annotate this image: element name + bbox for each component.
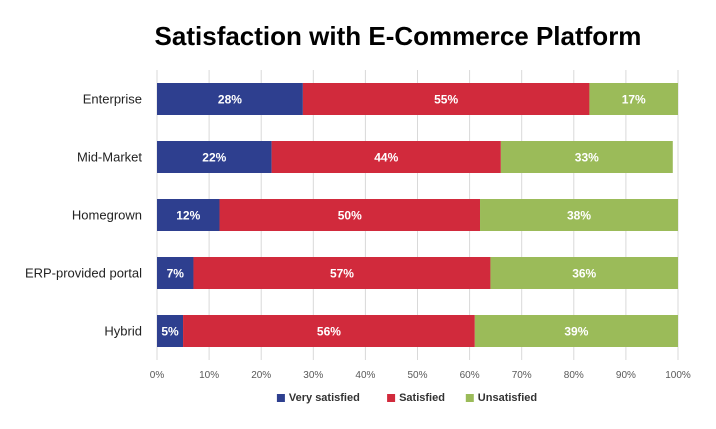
bar-segment — [302, 83, 590, 115]
bar-segment — [480, 199, 678, 231]
x-tick-label: 100% — [665, 370, 691, 381]
category-label: Enterprise — [83, 92, 142, 107]
legend-swatch — [276, 394, 285, 402]
legend-swatch — [465, 394, 474, 402]
bar-segment — [183, 315, 475, 347]
x-tick-label: 0% — [150, 370, 165, 381]
bars: 28% 55% 17% 22% 44% 33% 12% 50% 38% 7% 57% 36% 5% 56%… — [157, 83, 678, 347]
x-axis-ticks: 0% 10% 20% 30% 40% 50% 60% 70% 80% 90% 100% — [150, 370, 691, 381]
x-tick-label: 50% — [407, 370, 427, 381]
category-label: Homegrown — [72, 208, 142, 223]
bar-data-label: 33% — [575, 151, 599, 165]
x-tick-label: 70% — [512, 370, 532, 381]
bar-segment — [219, 199, 481, 231]
bar-segment — [157, 83, 303, 115]
bar-data-label: 56% — [317, 325, 341, 339]
category-label: Mid-Market — [77, 150, 142, 165]
bar-segment — [157, 315, 184, 347]
x-tick-label: 20% — [251, 370, 271, 381]
bar-data-label: 7% — [167, 267, 185, 281]
bar-data-label: 36% — [572, 267, 596, 281]
bar-segment — [193, 257, 491, 289]
legend: Very satisfied Satisfied Unsatisfied — [276, 392, 537, 404]
legend-label: Very satisfied — [289, 392, 360, 404]
x-tick-label: 30% — [303, 370, 323, 381]
x-tick-label: 60% — [460, 370, 480, 381]
bar-data-label: 22% — [202, 151, 226, 165]
bar-segment — [271, 141, 501, 173]
bar-segment — [157, 257, 194, 289]
chart-title: Satisfaction with E-Commerce Platform — [155, 21, 642, 51]
category-label: Hybrid — [104, 324, 142, 339]
legend-swatch — [387, 394, 396, 402]
category-labels: Enterprise Mid-Market Homegrown ERP-provide… — [25, 92, 142, 339]
bar-segment — [500, 141, 673, 173]
bar-segment — [474, 315, 678, 347]
x-tick-label: 40% — [355, 370, 375, 381]
x-tick-label: 90% — [616, 370, 636, 381]
bar-data-label: 5% — [161, 325, 179, 339]
bar-data-label: 12% — [176, 209, 200, 223]
bar-data-label: 28% — [218, 93, 242, 107]
bar-segment — [157, 199, 220, 231]
bar-data-label: 55% — [434, 93, 458, 107]
bar-segment — [157, 141, 272, 173]
bar-data-label: 57% — [330, 267, 354, 281]
bar-segment — [490, 257, 678, 289]
x-tick-label: 80% — [564, 370, 584, 381]
x-tick-label: 10% — [199, 370, 219, 381]
bar-data-label: 39% — [564, 325, 588, 339]
bar-data-label: 50% — [338, 209, 362, 223]
bar-data-label: 17% — [622, 93, 646, 107]
bar-data-label: 38% — [567, 209, 591, 223]
legend-label: Satisfied — [399, 392, 445, 404]
bar-segment — [589, 83, 678, 115]
bar-data-label: 44% — [374, 151, 398, 165]
legend-label: Unsatisfied — [478, 392, 537, 404]
category-label: ERP-provided portal — [25, 266, 142, 281]
